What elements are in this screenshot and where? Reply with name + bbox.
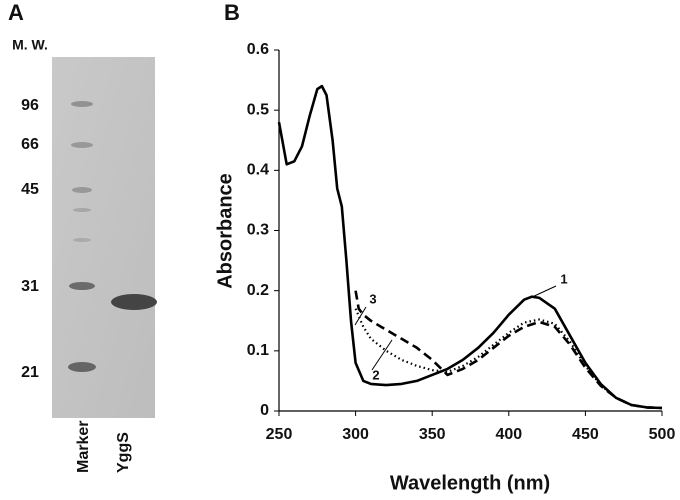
lane-label: Marker bbox=[75, 421, 92, 473]
label-leader bbox=[371, 339, 393, 371]
label-leader bbox=[354, 306, 367, 326]
x-axis-label: Wavelength (nm) bbox=[390, 472, 550, 494]
x-tick-label: 250 bbox=[266, 426, 293, 443]
series-label: 2 bbox=[372, 367, 379, 382]
y-tick-label: 0.6 bbox=[247, 41, 269, 58]
x-tick-label: 400 bbox=[495, 426, 522, 443]
y-tick-label: 0.4 bbox=[247, 162, 269, 179]
gel-image bbox=[52, 57, 155, 418]
lane-label: YggS bbox=[115, 432, 132, 473]
y-tick-label: 0.1 bbox=[247, 342, 269, 359]
marker-label: 66 bbox=[21, 136, 39, 153]
series-line bbox=[354, 308, 663, 410]
panel-label: A bbox=[8, 0, 24, 25]
marker-label: 21 bbox=[21, 364, 39, 381]
mw-label: M. W. bbox=[12, 37, 48, 53]
marker-label: 31 bbox=[21, 278, 39, 295]
gel-bands bbox=[68, 101, 157, 372]
series-label: 3 bbox=[369, 291, 376, 306]
x-tick-label: 350 bbox=[419, 426, 446, 443]
panel-label: B bbox=[224, 0, 240, 25]
x-tick-label: 450 bbox=[572, 426, 599, 443]
series-label: 1 bbox=[560, 271, 567, 286]
x-tick-label: 500 bbox=[649, 426, 676, 443]
y-tick-label: 0 bbox=[260, 402, 269, 419]
label-leader bbox=[529, 285, 557, 299]
marker-label: 96 bbox=[21, 97, 39, 114]
series-line bbox=[354, 290, 663, 410]
x-tick-label: 300 bbox=[342, 426, 369, 443]
series-line bbox=[277, 84, 663, 410]
y-axis-label: Absorbance bbox=[214, 173, 236, 289]
y-tick-label: 0.5 bbox=[247, 101, 269, 118]
y-tick-label: 0.3 bbox=[247, 222, 269, 239]
y-tick-label: 0.2 bbox=[247, 282, 269, 299]
marker-label: 45 bbox=[21, 181, 39, 198]
